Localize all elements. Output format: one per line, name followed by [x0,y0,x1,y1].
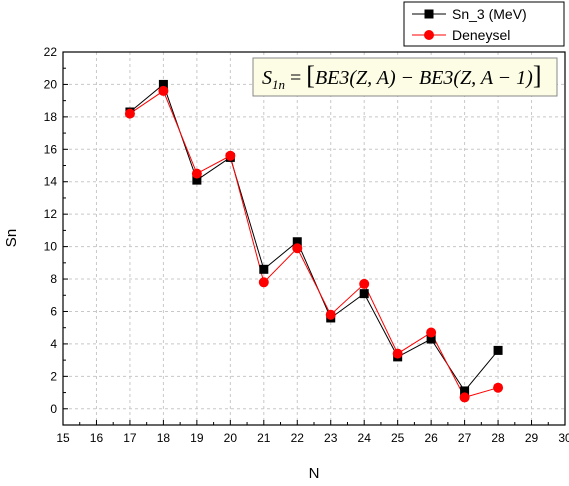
data-point-deneysel [191,168,202,179]
x-tick-label: 26 [424,431,438,445]
formula-lhs-symbol: S [262,67,272,89]
grid [63,52,565,425]
data-point-sn3 [460,386,470,396]
x-axis-title: N [309,465,320,482]
data-point-deneysel [124,108,135,119]
data-point-sn3 [259,264,269,274]
formula-box [252,57,558,97]
series-line-deneysel [129,90,499,398]
series-markers [124,79,504,403]
x-tick-label: 30 [558,431,569,445]
series-lines [129,83,499,398]
x-tick-label: 17 [123,431,137,445]
formula-lhs-subscript: 1n [272,77,285,92]
formula-annotation: S1n = [BE3(Z, A) − BE3(Z, A − 1)] [252,57,558,97]
x-tick-label: 24 [358,431,372,445]
formula-left-bracket: [ [306,61,315,90]
data-point-deneysel [426,327,437,338]
plot-area-background [63,52,565,425]
y-tick-label: 4 [50,337,57,351]
formula-term1: BE3(Z, A) [315,67,396,89]
x-tick-label: 28 [491,431,505,445]
x-tick-label: 27 [458,431,472,445]
x-tick-label: 16 [90,431,104,445]
data-point-sn3 [493,345,503,355]
y-axis-title: Sn [3,229,20,247]
x-tick-label: 21 [257,431,271,445]
data-point-deneysel [158,85,169,96]
data-point-deneysel [258,277,269,288]
y-tick-label: 8 [50,272,57,286]
y-tick-label: 10 [44,240,58,254]
formula-equals: = [290,67,301,89]
y-tick-label: 0 [50,402,57,416]
axis-ticks: 15 16 17 18 19 20 21 22 23 24 25 26 27 28 29 3002468101… [44,45,569,445]
y-tick-label: 2 [50,369,57,383]
formula-right-bracket: ] [533,61,542,90]
data-point-deneysel [392,348,403,359]
x-tick-label: 29 [525,431,539,445]
y-tick-label: 20 [44,77,58,91]
x-tick-label: 18 [157,431,171,445]
x-tick-label: 19 [190,431,204,445]
legend-label-deneysel: Deneysel [452,27,510,43]
y-tick-label: 14 [44,175,58,189]
data-point-sn3 [426,334,436,344]
data-point-deneysel [459,392,470,403]
y-tick-label: 22 [44,45,58,59]
x-tick-label: 15 [56,431,70,445]
formula-term2: BE3(Z, A − 1) [419,67,533,89]
legend: Sn_3 (MeV) Deneysel [403,1,565,47]
svg-text:S1n=[BE3(Z, A)−BE3(Z, A − 1)]: S1n = [BE3(Z, A) − BE3(Z, A − 1)] [262,61,542,92]
legend-marker-sn3 [424,9,434,19]
legend-label-sn3: Sn_3 (MeV) [452,6,527,22]
y-tick-label: 18 [44,110,58,124]
x-tick-label: 23 [324,431,338,445]
data-point-sn3 [359,289,369,299]
y-tick-label: 6 [50,304,57,318]
y-tick-label: 16 [44,142,58,156]
y-tick-label: 12 [44,207,58,221]
data-point-deneysel [359,278,370,289]
x-tick-label: 20 [224,431,238,445]
data-point-sn3 [192,175,202,185]
data-point-deneysel [225,150,236,161]
series-line-sn3 [129,83,499,392]
legend-marker-deneysel [424,30,434,40]
data-point-deneysel [292,243,303,254]
formula-minus: − [402,67,413,89]
data-point-deneysel [325,309,336,320]
x-tick-label: 25 [391,431,405,445]
data-point-sn3 [158,79,168,89]
x-tick-label: 22 [291,431,305,445]
data-point-deneysel [493,382,504,393]
data-point-sn3 [292,237,302,247]
